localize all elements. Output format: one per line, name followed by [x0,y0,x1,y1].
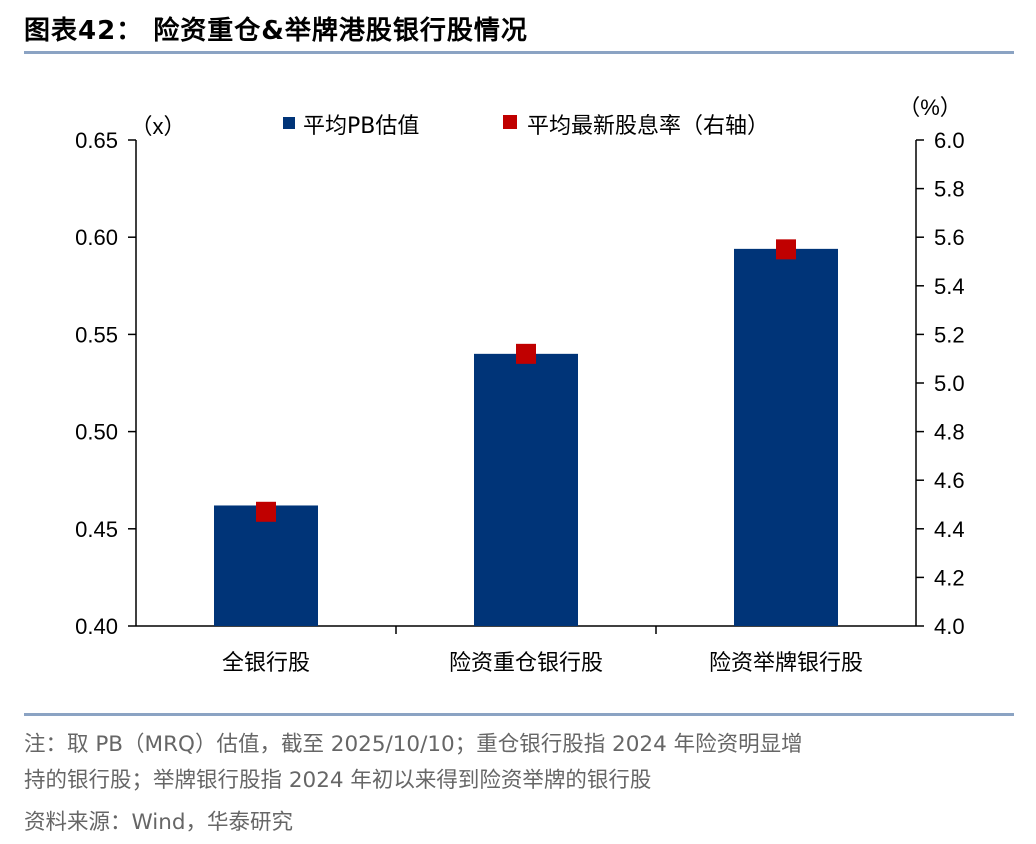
source-note: 资料来源：Wind，华泰研究 [24,810,294,835]
right-tick-label: 5.2 [934,322,965,347]
legend-label-pb: 平均PB估值 [303,114,419,139]
legend-label-yield: 平均最新股息率（右轴） [527,114,769,139]
right-tick-label: 4.2 [934,565,965,590]
x-tick-label: 险资举牌银行股 [709,651,863,676]
marker-dividend-yield [256,501,276,522]
footnote-line-1: 注：取 PB（MRQ）估值，截至 2025/10/10；重仓银行股指 2024 … [24,732,803,757]
left-tick-label: 0.65 [75,128,118,153]
right-tick-label: 4.8 [934,420,965,445]
legend-swatch-yield [503,115,517,129]
notes-divider [24,713,1014,716]
right-tick-label: 4.0 [934,614,965,639]
bar-pb-valuation [734,248,838,626]
footnote-line-2: 持的银行股；举牌银行股指 2024 年初以来得到险资举牌的银行股 [24,768,652,793]
right-tick-label: 5.8 [934,177,965,202]
right-axis-unit-label: （%） [898,95,962,120]
left-tick-label: 0.55 [75,322,118,347]
title-divider [24,51,1014,54]
right-tick-label: 5.6 [934,225,965,250]
chart: （x） （%） 平均PB估值 平均最新股息率（右轴） 0.40 0.45 0.50 0… [75,95,965,676]
right-tick-label: 4.6 [934,468,965,493]
left-tick-label: 0.50 [75,420,118,445]
x-tick-label: 险资重仓银行股 [449,651,603,676]
right-tick-label: 5.0 [934,371,965,396]
marker-dividend-yield [776,239,796,260]
right-tick-label: 4.4 [934,517,965,542]
page-title: 图表42： 险资重仓&举牌港股银行股情况 [24,16,528,46]
left-tick-label: 0.40 [75,614,118,639]
right-tick-label: 5.4 [934,274,965,299]
legend-swatch-pb [283,117,295,129]
x-tick-label: 全银行股 [222,651,310,676]
left-tick-label: 0.45 [75,517,118,542]
left-axis-unit-label: （x） [130,114,185,139]
right-tick-label: 6.0 [934,128,965,153]
left-tick-label: 0.60 [75,225,118,250]
bar-pb-valuation [214,505,318,626]
marker-dividend-yield [516,343,536,364]
bar-pb-valuation [474,353,578,626]
legend: 平均PB估值 平均最新股息率（右轴） [283,114,769,139]
